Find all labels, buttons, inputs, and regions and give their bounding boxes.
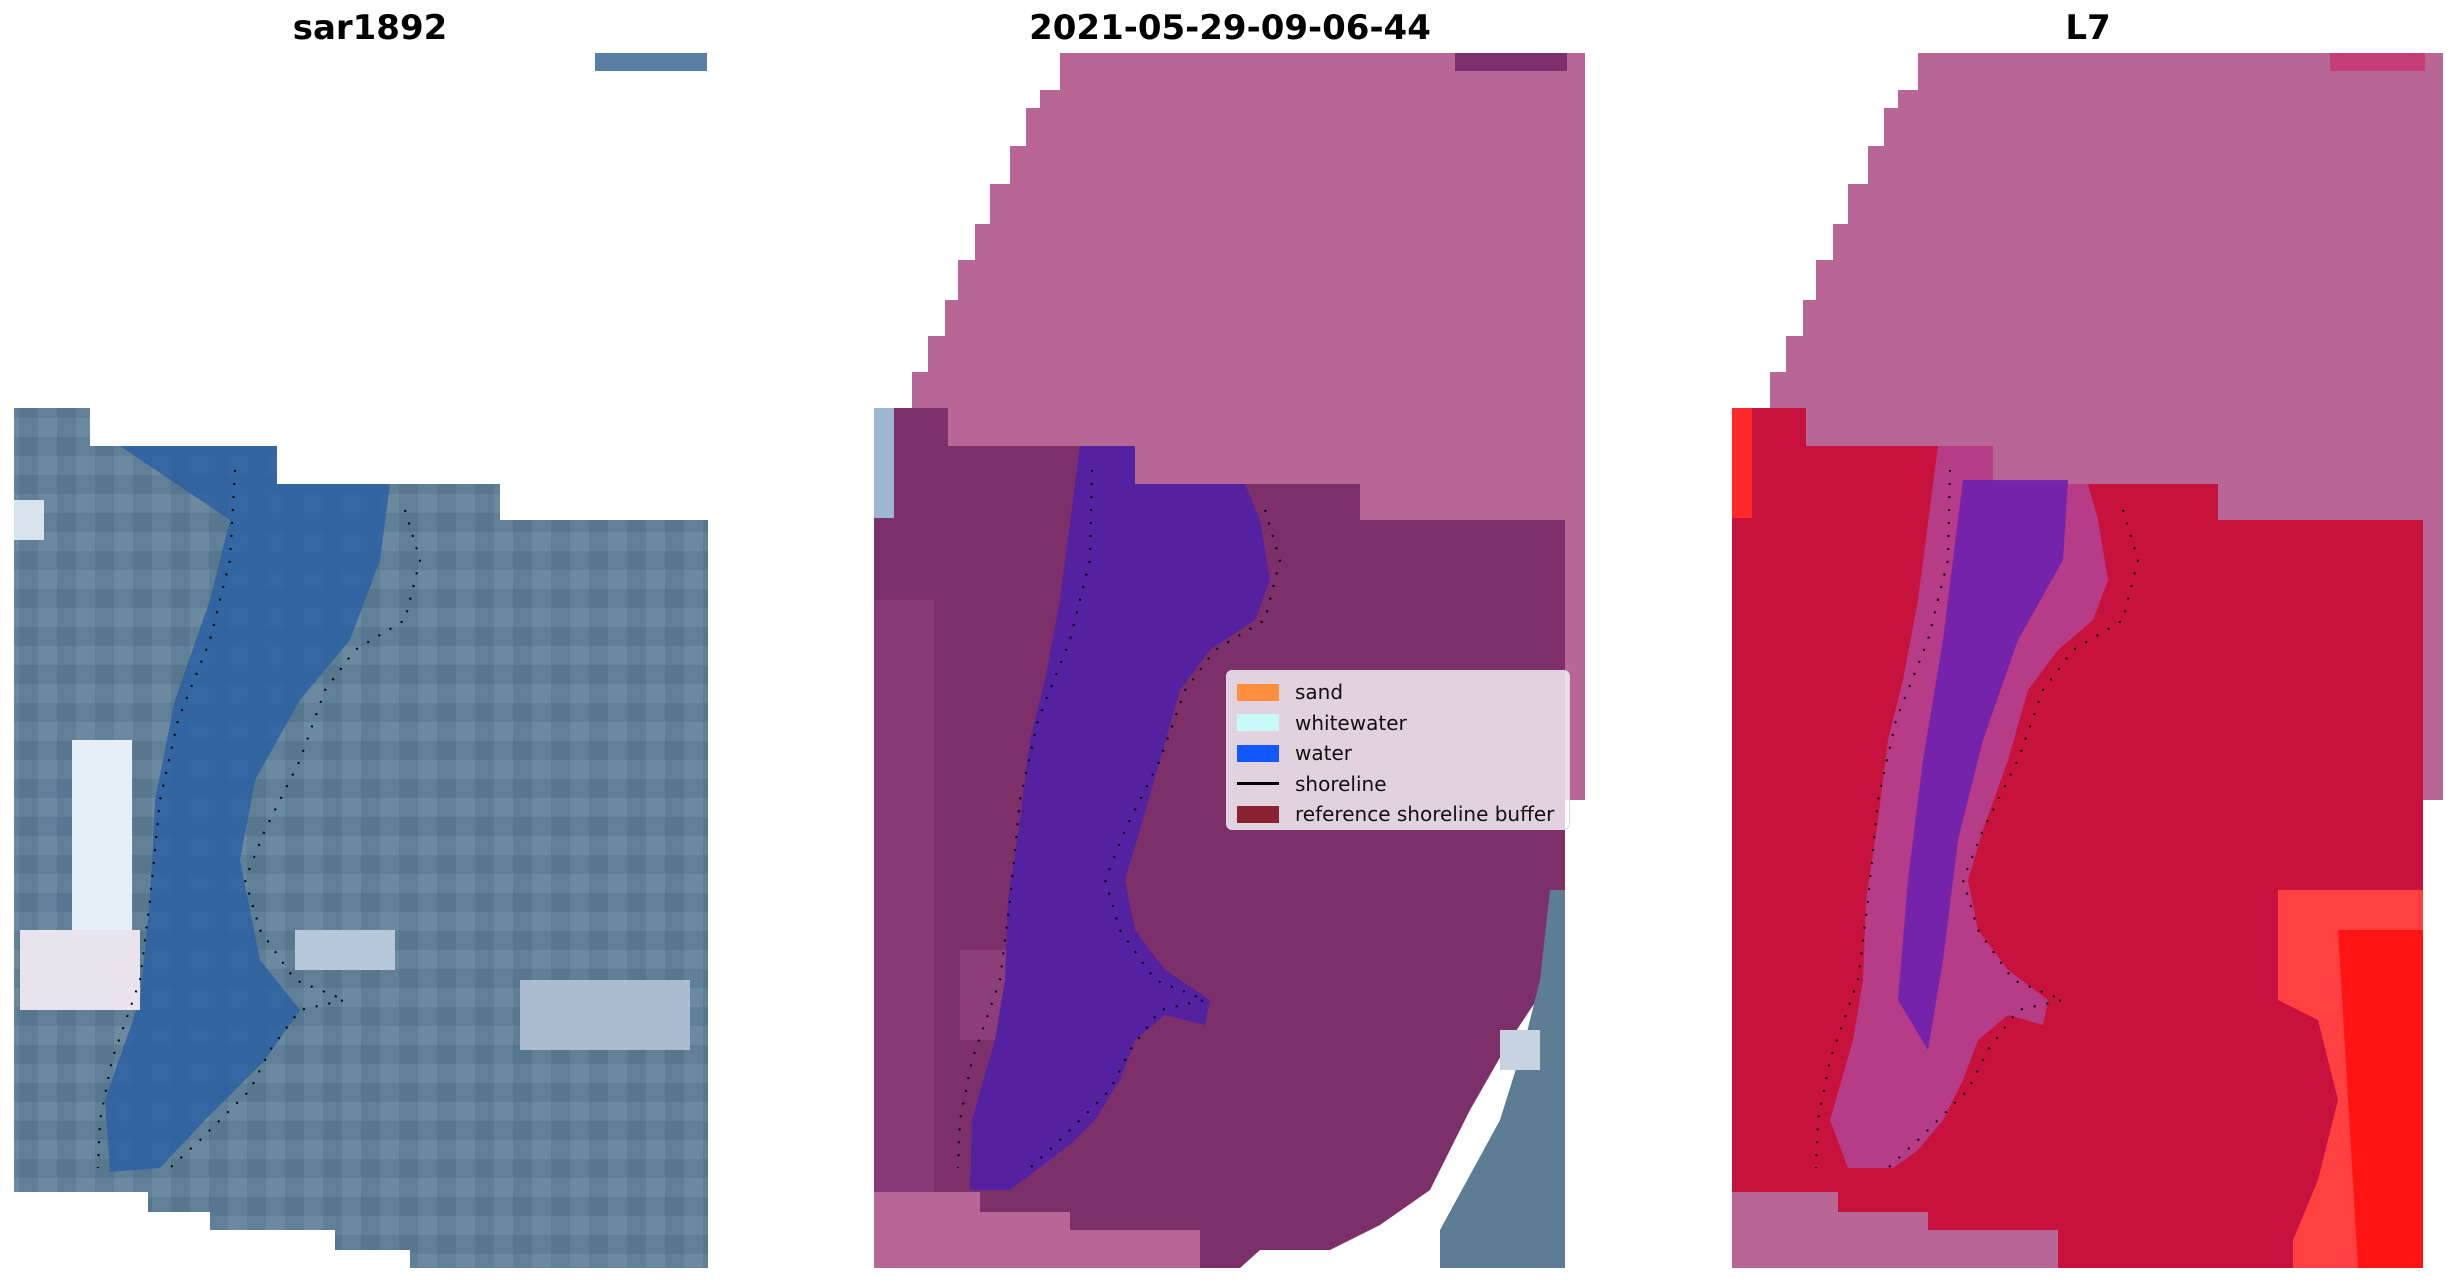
legend-item-whitewater: whitewater	[1237, 708, 1559, 739]
l7-image	[1732, 53, 2443, 1268]
shoreline-swatch	[1237, 782, 1279, 786]
legend-label: shoreline	[1295, 771, 1387, 796]
legend-label: sand	[1295, 680, 1344, 705]
panel-title: L7	[2065, 8, 2111, 48]
legend-label: water	[1295, 741, 1352, 766]
sand-swatch	[1237, 683, 1279, 701]
legend-item-reference-buffer: reference shoreline buffer	[1237, 799, 1559, 830]
whitewater-swatch	[1237, 714, 1279, 732]
classification-image	[874, 53, 1585, 1268]
legend-label: whitewater	[1295, 710, 1407, 735]
panel-classification: 2021-05-29-09-06-44	[860, 0, 1600, 1283]
legend-item-shoreline: shoreline	[1237, 769, 1559, 800]
legend: sand whitewater water shoreline referenc…	[1226, 670, 1570, 830]
water-swatch	[1237, 744, 1279, 762]
legend-item-sand: sand	[1237, 677, 1559, 708]
panel-title: 2021-05-29-09-06-44	[1029, 8, 1431, 48]
buffer-swatch	[1237, 805, 1279, 823]
panel-sar1892: sar1892	[0, 0, 720, 1283]
legend-item-water: water	[1237, 738, 1559, 769]
panel-title: sar1892	[292, 8, 448, 48]
sar-image	[14, 53, 708, 1268]
panel-l7: L7	[1718, 0, 2455, 1283]
legend-label: reference shoreline buffer	[1295, 802, 1555, 827]
